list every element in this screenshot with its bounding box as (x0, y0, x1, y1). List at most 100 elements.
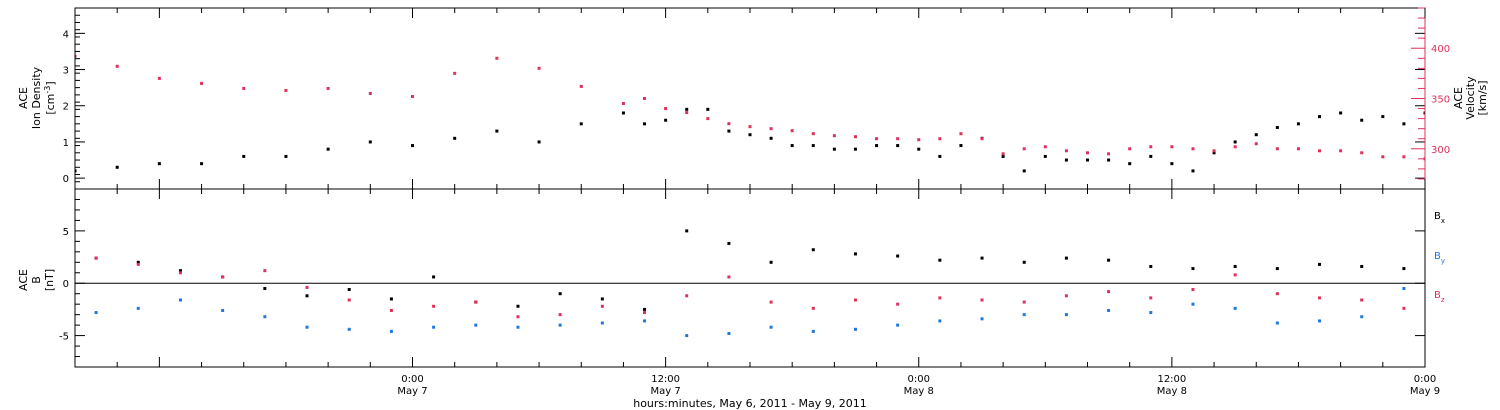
field-bz-point (1275, 292, 1279, 296)
field-bz-point (643, 311, 647, 315)
velocity-ticks: 300 350 400 (1411, 7, 1450, 189)
field-bz-point (516, 315, 520, 319)
density-point (1402, 122, 1406, 126)
field-tick-label: 0 (63, 279, 69, 290)
field-tick-label: 5 (63, 227, 69, 238)
field-bz-point (1064, 294, 1068, 298)
field-bz-point (52, 265, 55, 268)
field-bx-point (1445, 263, 1448, 266)
field-bz-point (1360, 298, 1364, 302)
field-bz-point (94, 256, 98, 260)
field-by-point (263, 315, 267, 319)
density-point (1022, 169, 1026, 173)
legend-base: B (1434, 211, 1441, 222)
velocity-point (959, 132, 963, 136)
field-bz-point (1107, 290, 1111, 294)
field-bx-point (52, 263, 55, 266)
field-by-point (305, 325, 309, 329)
velocity-point (495, 56, 499, 60)
velocity-point (1445, 157, 1448, 160)
velocity-point (917, 138, 921, 142)
field-by-point (1022, 313, 1026, 317)
field-by-point (1318, 319, 1322, 323)
field-by-point (1064, 313, 1068, 317)
density-point (643, 122, 647, 126)
velocity-point (1339, 149, 1343, 153)
velocity-tick-label: 400 (1431, 44, 1450, 55)
field-by-point (347, 327, 351, 331)
time-tick-label: 12:00 (1157, 374, 1186, 385)
field-by-point (1149, 311, 1153, 315)
legend-bz: Bz (1434, 290, 1445, 304)
density-point (1086, 158, 1089, 162)
field-bx-point (643, 307, 647, 311)
density-point (1466, 126, 1469, 129)
field-by-point (727, 331, 731, 335)
field-bx-point (305, 294, 309, 298)
density-velocity-points (75, 54, 1469, 173)
velocity-point (200, 81, 204, 85)
field-by-point (389, 329, 393, 333)
density-point (1254, 133, 1258, 137)
time-tick-label: 0:00 (1414, 374, 1436, 385)
field-bx-point (432, 275, 436, 279)
velocity-tick-label: 350 (1431, 95, 1450, 106)
velocity-point (1043, 145, 1047, 149)
field-by-point (1487, 301, 1490, 304)
field-bx-point (769, 260, 773, 264)
density-point (832, 147, 836, 151)
field-bx-point (853, 252, 857, 256)
velocity-axis-title-line1: ACE (1452, 87, 1465, 109)
field-bz-point (389, 308, 393, 312)
field-bx-point (347, 288, 351, 292)
field-bz-point (769, 300, 773, 304)
field-bx-point (1487, 255, 1490, 258)
velocity-point (1275, 147, 1279, 151)
field-axis-title-line3: [nT] (43, 269, 56, 291)
field-bx-point (727, 241, 731, 245)
density-point (75, 169, 77, 173)
velocity-point (115, 64, 119, 68)
density-point (200, 162, 204, 166)
field-bz-series (52, 256, 1448, 319)
density-point (1275, 125, 1279, 129)
date-tick-label: May 9 (1410, 386, 1440, 397)
velocity-point (706, 117, 710, 121)
density-point (1064, 158, 1068, 162)
field-bz-point (1445, 303, 1448, 306)
field-by-point (1191, 302, 1195, 306)
density-tick-label: 4 (63, 29, 69, 40)
field-by-point (811, 329, 815, 333)
legend-sub: y (1441, 257, 1445, 265)
density-point (748, 133, 752, 137)
velocity-point (1212, 149, 1216, 153)
density-point (1360, 118, 1364, 122)
field-bx-point (178, 269, 182, 273)
date-tick-label: May 8 (1157, 386, 1187, 397)
density-point (1212, 151, 1216, 155)
velocity-point (1296, 147, 1300, 151)
density-point (368, 140, 372, 144)
field-bz-point (432, 304, 436, 308)
field-bz-point (811, 306, 815, 310)
velocity-series (75, 54, 1448, 161)
field-by-point (52, 319, 55, 322)
field-bx-series (52, 229, 1490, 311)
field-bz-point (1318, 296, 1322, 300)
field-by-point (1402, 286, 1406, 290)
field-bx-point (1360, 264, 1364, 268)
velocity-axis-title: ACE Velocity [km/s] (1452, 76, 1489, 120)
velocity-point (157, 76, 161, 80)
density-point (242, 154, 246, 158)
velocity-point (1086, 151, 1089, 155)
field-by-point (769, 325, 773, 329)
field-bz-point (1402, 306, 1406, 310)
field-bz-point (558, 313, 562, 317)
field-bx-point (1233, 264, 1237, 268)
field-bz-point (980, 298, 984, 302)
velocity-point (896, 137, 900, 141)
velocity-point (1381, 155, 1385, 159)
field-bx-point (938, 258, 942, 262)
